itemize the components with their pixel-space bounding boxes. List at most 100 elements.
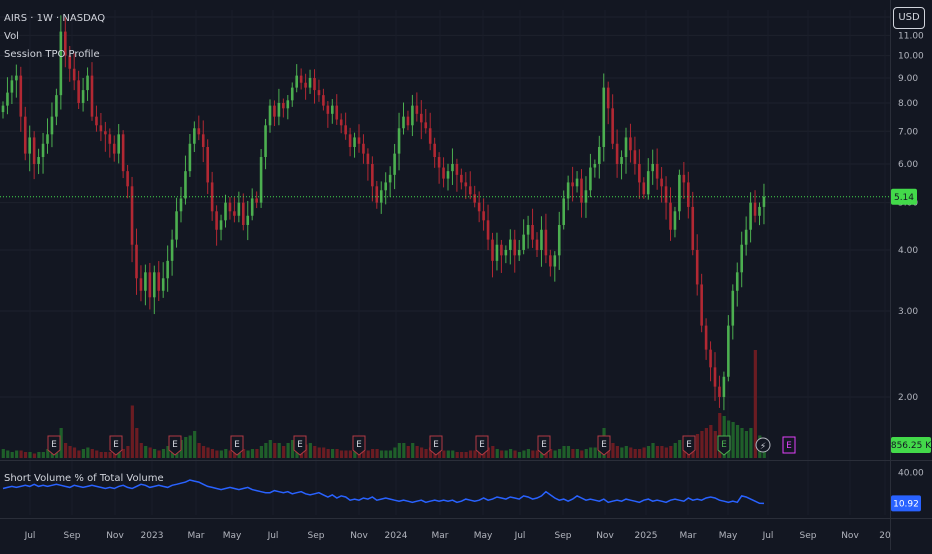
candle-body [375,186,379,203]
volume-bar [148,447,152,458]
candle-body [295,75,298,88]
volume-bar [121,449,126,458]
volume-bar [406,446,410,458]
candle-body [77,80,80,103]
volume-label-bg [891,437,931,453]
volume-bar [642,447,646,458]
earnings-label: E [601,440,607,450]
candle-body [161,278,165,291]
candle-layer [1,15,766,411]
volume-bar [589,447,593,458]
candle-body [646,171,650,195]
volume-bar [735,425,740,458]
candle-body [611,108,614,144]
symbol-title[interactable]: AIRS · 1W · NASDAQ [4,13,106,24]
time-tick-label: May [719,531,738,541]
volume-bar [384,450,388,458]
candle-body [669,202,672,230]
volume-bar [660,446,664,458]
volume-bar [415,446,419,458]
candle-body [157,272,161,291]
upcoming-earnings-label: E [786,441,792,451]
candle-body [713,367,717,387]
candle-body [682,174,686,183]
candle-body [704,325,708,350]
candle-body [526,224,530,235]
candle-body [95,116,98,126]
volume-bar [379,450,384,458]
volume-bar [28,452,32,458]
volume-bar [64,443,68,458]
candle-body [28,137,31,154]
candle-body [86,75,89,91]
candle-body [121,134,125,172]
upcoming-earnings-marker [782,436,796,454]
volume-bar [611,443,615,458]
volume-bar [19,450,23,458]
volume-bar [77,450,81,458]
volume-bar [709,425,713,458]
volume-bar [397,443,401,458]
candle-body [64,31,67,56]
volume-bar [700,431,704,458]
volume-bar [210,449,215,458]
earnings-marker [230,435,244,456]
short-volume-value-bg [891,495,921,512]
candle-body [37,157,40,164]
candle-body [735,272,739,291]
volume-bar [41,452,45,458]
candle-body [50,116,54,135]
candle-body [446,171,450,179]
volume-bar [32,453,37,458]
volume-bar [562,446,566,458]
volume-bar [37,452,41,458]
volume-bar [486,447,490,458]
volume-bar [402,443,406,458]
volume-bar [104,452,108,458]
candle-body [233,211,236,216]
candle-body [139,278,143,291]
candle-body [259,157,263,203]
candle-body [170,239,174,261]
candle-body [99,125,103,132]
time-tick-label: Nov [841,531,859,541]
price-tick-label: 2.00 [898,393,918,403]
candle-body [237,202,241,216]
volume-bar [655,446,660,458]
candle-body [571,182,574,187]
candle-body [562,198,565,225]
earnings-label: E [356,440,362,450]
volume-bar [215,450,219,458]
indicator-tpo-label[interactable]: Session TPO Profile [4,49,100,60]
indicator-vol-label[interactable]: Vol [4,31,19,42]
candle-body [331,105,334,114]
currency-button[interactable]: USD [893,7,925,29]
volume-bar [246,450,250,458]
time-tick-label: Sep [64,531,81,541]
time-tick-label: 2023 [141,531,164,541]
short-volume-title[interactable]: Short Volume % of Total Volume [4,473,164,484]
candle-body [553,255,557,267]
earnings-marker [352,435,366,456]
time-tick-label: May [223,531,242,541]
price-tick-label: 3.00 [898,307,918,317]
candle-body [620,157,623,164]
candle-body [313,77,316,91]
candle-body [23,116,27,154]
candle-body [718,386,721,397]
candle-body [660,178,663,187]
candle-body [322,95,325,106]
earnings-label: E [297,440,303,450]
candle-body [362,143,365,154]
candle-body [46,134,49,144]
time-tick-label: 20 [879,531,891,541]
volume-bar [242,449,246,458]
volume-bar [540,450,544,458]
candle-body [642,182,646,195]
candle-body [353,137,356,147]
volume-bar [317,447,321,458]
volume-bar [713,431,717,458]
candle-body [428,128,432,144]
